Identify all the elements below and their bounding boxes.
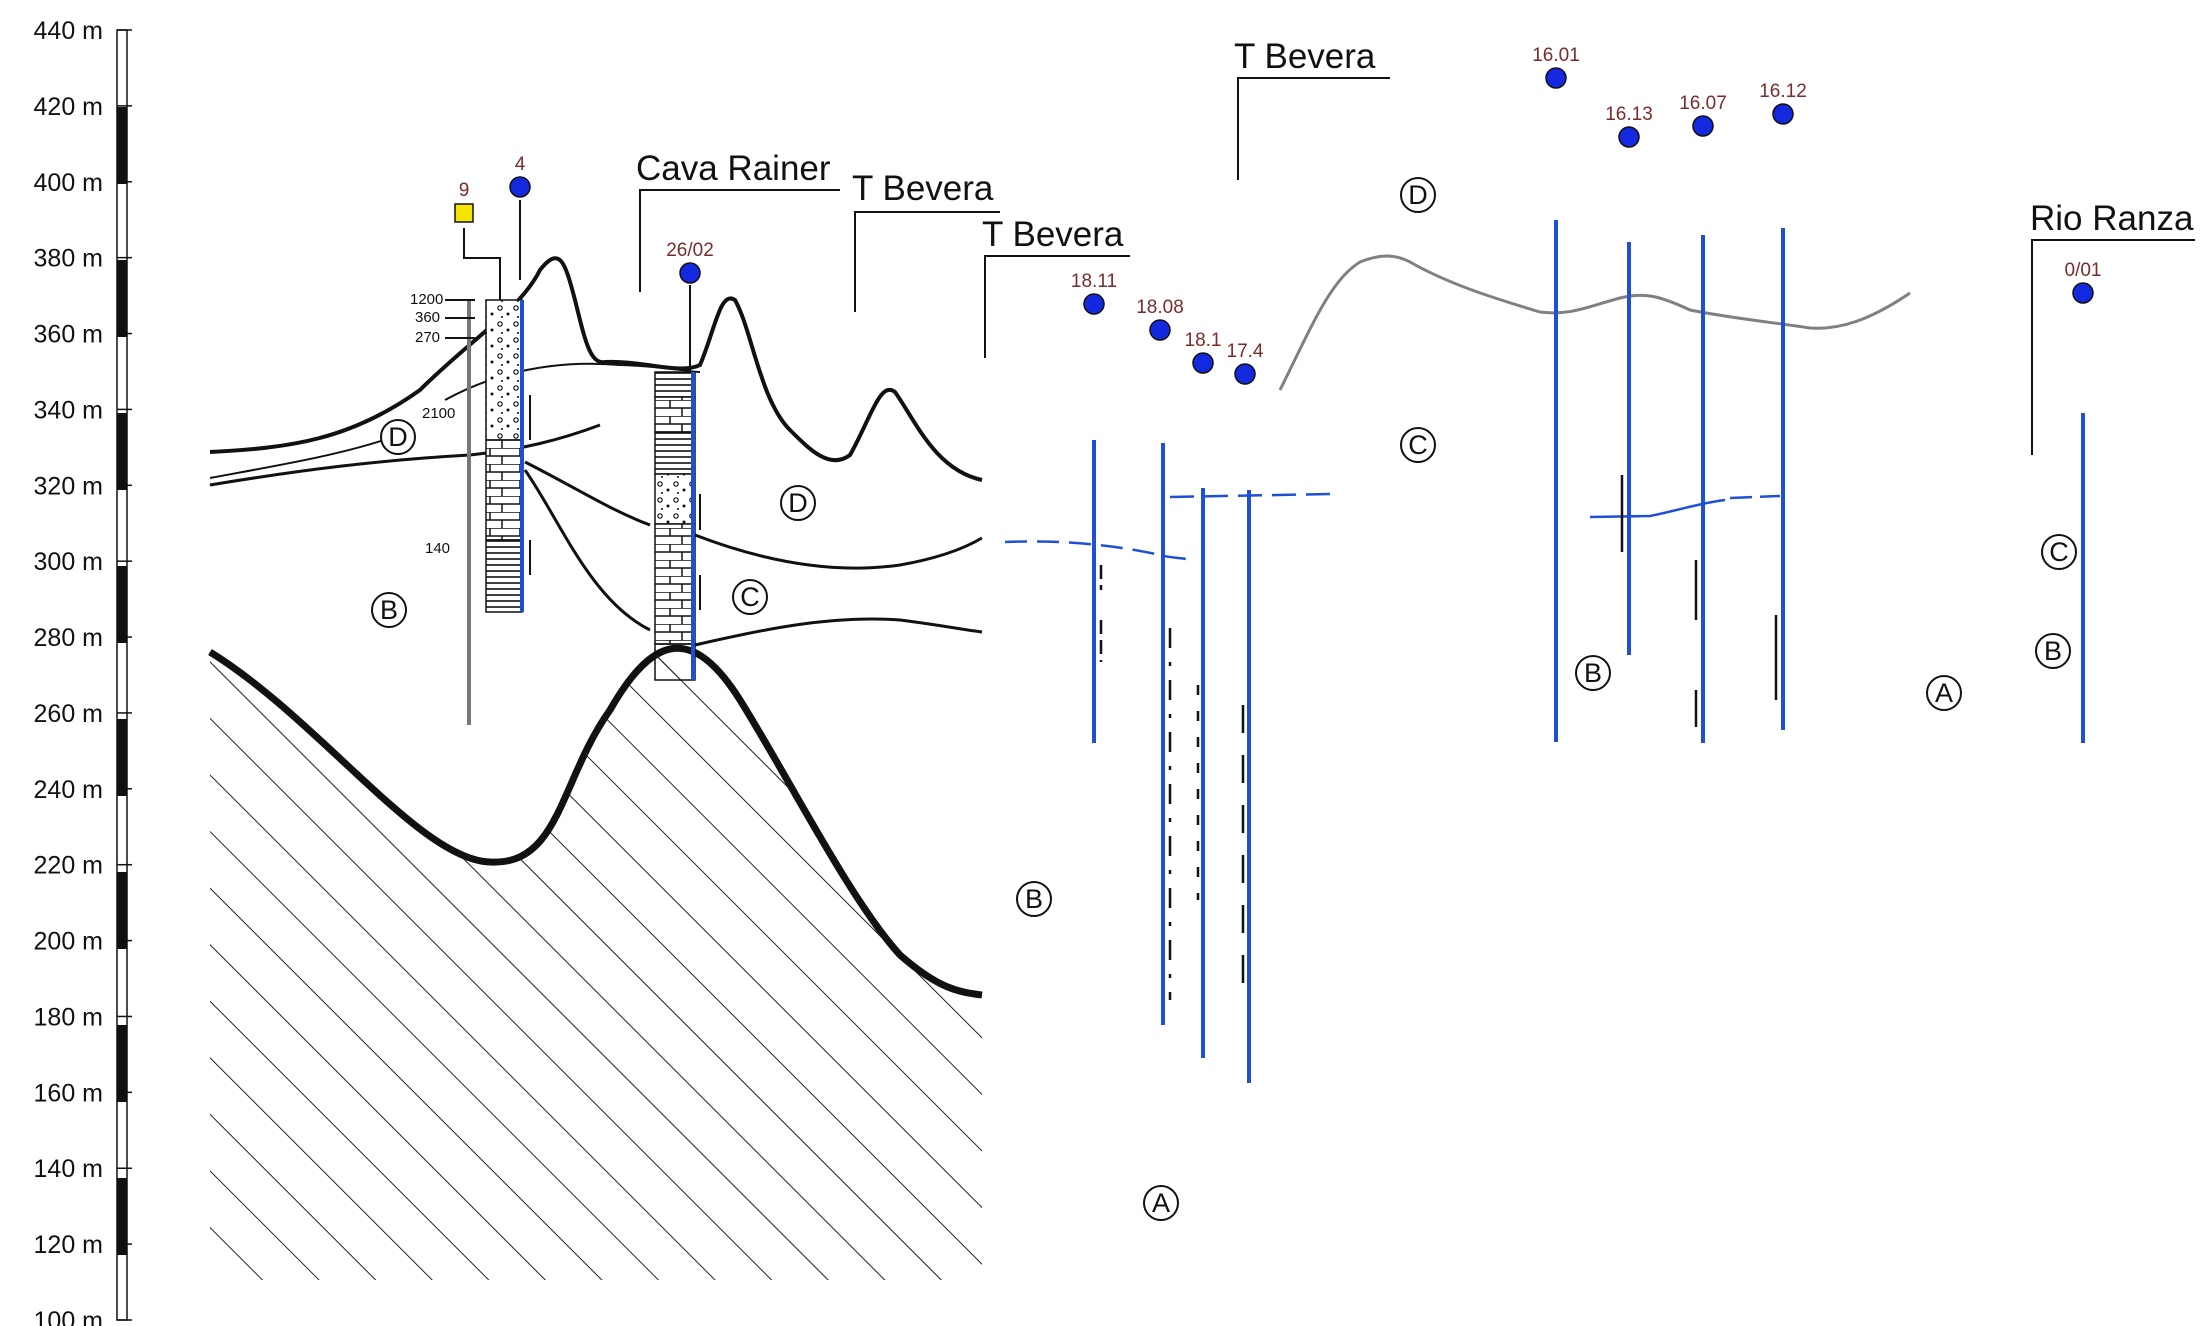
- scale-tick-label: 400 m: [34, 169, 103, 197]
- well-label: 18.1: [1185, 330, 1222, 351]
- log-number: 360: [415, 309, 440, 326]
- elevation-scale: 440 m 420 m 400 m 380 m 360 m 340 m 320 m 300 m…: [34, 17, 132, 1326]
- svg-text:B: B: [380, 595, 398, 625]
- zone-letter-c: C: [1400, 427, 1436, 463]
- well-label: 18.11: [1071, 271, 1117, 292]
- zone-letter-b: B: [2035, 633, 2071, 669]
- well-marker-16-07: 16.07: [1679, 93, 1727, 137]
- log-numbers: 1200 360 270 2100 140: [410, 291, 455, 557]
- scale-tick-label: 100 m: [34, 1307, 103, 1326]
- site-label-t-bevera-1: T Bevera: [852, 169, 994, 208]
- well-leaders: [463, 200, 691, 372]
- svg-text:D: D: [788, 488, 808, 518]
- site-label-t-bevera-3: T Bevera: [1234, 37, 1376, 76]
- svg-text:C: C: [740, 582, 760, 612]
- scale-tick-label: 200 m: [34, 928, 103, 956]
- well-lines: [1092, 220, 2085, 1083]
- well-label: 16.12: [1759, 81, 1807, 102]
- zone-letter-c: C: [2041, 534, 2077, 570]
- well-label: 4: [515, 154, 526, 175]
- zone-letters: D B D C B A D C B A C B: [371, 177, 2077, 1221]
- log-number: 270: [415, 329, 440, 346]
- well-marker-4: 4: [509, 154, 531, 198]
- well-label: 0/01: [2065, 260, 2102, 281]
- zone-letter-d: D: [380, 419, 416, 455]
- svg-text:C: C: [1408, 430, 1428, 460]
- well-marker-9: 9: [454, 180, 474, 223]
- zone-letter-b: B: [1575, 655, 1611, 691]
- well-marker-16-12: 16.12: [1759, 81, 1807, 125]
- log-number: 1200: [410, 291, 443, 308]
- screen-intervals: [1099, 475, 1778, 1000]
- svg-text:B: B: [1584, 658, 1602, 688]
- well-marker-18-08: 18.08: [1136, 297, 1184, 341]
- site-labels: Cava Rainer T Bevera T Bevera T Bevera R…: [636, 37, 2194, 254]
- scale-tick-label: 280 m: [34, 624, 103, 652]
- scale-tick-label: 320 m: [34, 472, 103, 500]
- well-label: 18.08: [1136, 297, 1184, 318]
- log-number: 2100: [422, 405, 455, 422]
- well-marker-0-01: 0/01: [2065, 260, 2102, 304]
- site-label-cava-rainer: Cava Rainer: [636, 149, 831, 188]
- scale-tick-label: 160 m: [34, 1079, 103, 1107]
- site-label-rio-ranza: Rio Ranza: [2030, 199, 2194, 238]
- well-marker-16-13: 16.13: [1605, 104, 1653, 148]
- well-label: 16.01: [1532, 45, 1580, 66]
- water-table: [1004, 492, 1781, 562]
- well-marker-17-4: 17.4: [1227, 341, 1264, 385]
- zone-letter-d: D: [1400, 177, 1436, 213]
- zone-letter-a: A: [1143, 1185, 1179, 1221]
- zone-letter-b: B: [1016, 881, 1052, 917]
- scale-tick-label: 120 m: [34, 1231, 103, 1259]
- well-label: 9: [459, 180, 470, 201]
- zone-letter-c: C: [732, 579, 768, 615]
- scale-tick-label: 340 m: [34, 396, 103, 424]
- well-marker-16-01: 16.01: [1532, 45, 1580, 89]
- svg-text:C: C: [2049, 537, 2069, 567]
- zone-letter-b: B: [371, 592, 407, 628]
- well-label: 26/02: [666, 240, 714, 261]
- right-ground-profile: [1278, 254, 1911, 391]
- well-marker-18-11: 18.11: [1071, 271, 1117, 315]
- svg-text:A: A: [1935, 678, 1953, 708]
- scale-tick-label: 380 m: [34, 245, 103, 273]
- scale-tick-label: 420 m: [34, 93, 103, 121]
- borehole-log-4: [445, 299, 531, 725]
- site-leaders: [639, 77, 2195, 455]
- well-marker-26-02: 26/02: [666, 240, 714, 284]
- zone-letter-a: A: [1926, 675, 1962, 711]
- bedrock-substrate: [208, 644, 983, 1280]
- well-label: 16.07: [1679, 93, 1727, 114]
- well-label: 17.4: [1227, 341, 1264, 362]
- svg-text:D: D: [388, 422, 408, 452]
- scale-tick-label: 260 m: [34, 700, 103, 728]
- left-ground-profile: [209, 256, 983, 647]
- svg-text:A: A: [1152, 1188, 1170, 1218]
- scale-tick-label: 240 m: [34, 776, 103, 804]
- scale-tick-label: 220 m: [34, 852, 103, 880]
- svg-text:B: B: [1025, 884, 1043, 914]
- borehole-log-26-02: [654, 371, 701, 681]
- svg-text:D: D: [1408, 180, 1428, 210]
- scale-tick-label: 360 m: [34, 321, 103, 349]
- scale-tick-label: 140 m: [34, 1155, 103, 1183]
- site-label-t-bevera-2: T Bevera: [982, 215, 1124, 254]
- scale-tick-label: 440 m: [34, 17, 103, 45]
- scale-tick-label: 300 m: [34, 548, 103, 576]
- well-label: 16.13: [1605, 104, 1653, 125]
- zone-letter-d: D: [780, 485, 816, 521]
- scale-tick-label: 180 m: [34, 1003, 103, 1031]
- log-number: 140: [425, 540, 450, 557]
- well-marker-18-1: 18.1: [1185, 330, 1222, 374]
- svg-text:B: B: [2044, 636, 2062, 666]
